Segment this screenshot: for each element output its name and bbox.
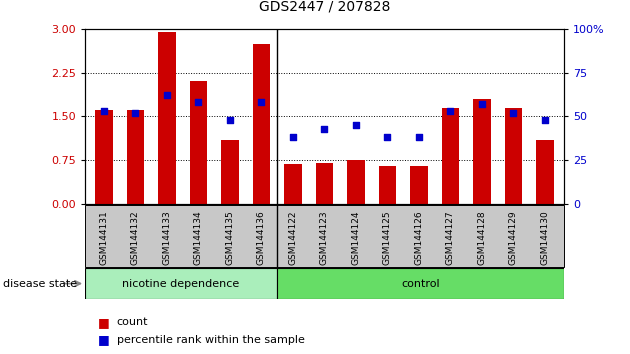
- Text: count: count: [117, 317, 148, 327]
- Bar: [316, 163, 333, 204]
- Point: [288, 135, 298, 140]
- Text: GSM144134: GSM144134: [194, 210, 203, 265]
- Bar: [442, 108, 459, 204]
- Text: GSM144128: GSM144128: [478, 210, 486, 265]
- Bar: [347, 160, 365, 204]
- Text: ■: ■: [98, 333, 110, 346]
- Text: percentile rank within the sample: percentile rank within the sample: [117, 335, 304, 345]
- Point: [162, 92, 172, 98]
- Text: GSM144125: GSM144125: [383, 210, 392, 265]
- Point: [540, 117, 550, 122]
- Point: [508, 110, 518, 116]
- Text: GSM144136: GSM144136: [257, 210, 266, 265]
- Bar: [473, 99, 491, 204]
- Text: GSM144135: GSM144135: [226, 210, 234, 265]
- Point: [351, 122, 361, 128]
- Text: disease state: disease state: [3, 279, 77, 289]
- Text: control: control: [401, 279, 440, 289]
- Bar: [277, 268, 564, 299]
- Text: GSM144124: GSM144124: [352, 210, 360, 265]
- Bar: [505, 108, 522, 204]
- Point: [445, 108, 455, 114]
- Text: GSM144132: GSM144132: [131, 210, 140, 265]
- Bar: [158, 32, 176, 204]
- Bar: [410, 166, 428, 204]
- Text: GSM144131: GSM144131: [100, 210, 108, 265]
- Text: GSM144122: GSM144122: [289, 210, 297, 265]
- Bar: [85, 268, 277, 299]
- Bar: [221, 139, 239, 204]
- Bar: [127, 110, 144, 204]
- Text: ■: ■: [98, 316, 110, 329]
- Point: [414, 135, 424, 140]
- Point: [477, 101, 487, 107]
- Text: GSM144130: GSM144130: [541, 210, 549, 265]
- Point: [193, 99, 203, 105]
- Bar: [253, 44, 270, 204]
- Bar: [284, 164, 302, 204]
- Point: [130, 110, 140, 116]
- Text: GSM144126: GSM144126: [415, 210, 423, 265]
- Bar: [536, 139, 554, 204]
- Text: GSM144129: GSM144129: [509, 210, 518, 265]
- Point: [99, 108, 109, 114]
- Text: GSM144123: GSM144123: [320, 210, 329, 265]
- Point: [256, 99, 266, 105]
- Point: [225, 117, 235, 122]
- Bar: [95, 110, 113, 204]
- Text: GSM144127: GSM144127: [446, 210, 455, 265]
- Text: GSM144133: GSM144133: [163, 210, 171, 265]
- Point: [319, 126, 329, 131]
- Point: [382, 135, 392, 140]
- Bar: [190, 81, 207, 204]
- Text: nicotine dependence: nicotine dependence: [122, 279, 239, 289]
- Text: GDS2447 / 207828: GDS2447 / 207828: [259, 0, 390, 13]
- Bar: [379, 166, 396, 204]
